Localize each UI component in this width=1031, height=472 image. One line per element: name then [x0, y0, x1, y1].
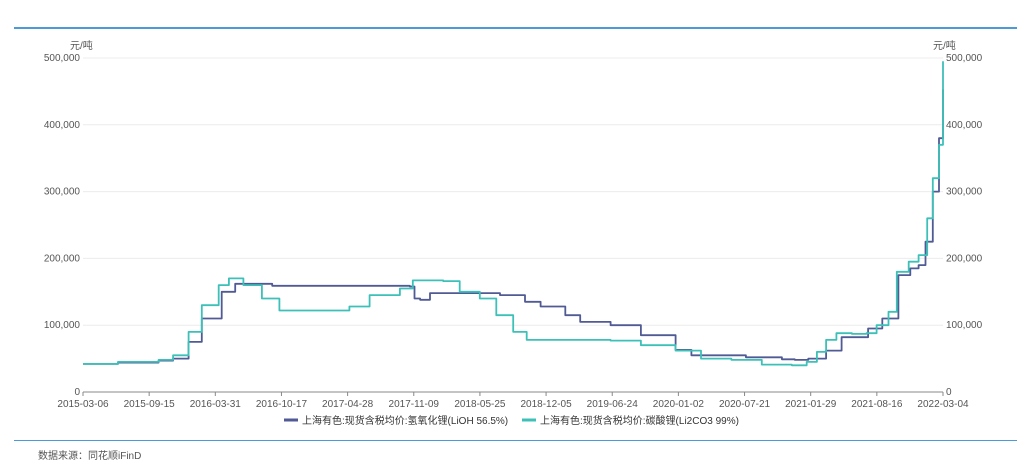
y-tick-label-right: 200,000	[946, 253, 983, 264]
line-chart: 0 0 100,000 100,000 200,000 200,000 300,000 300…	[44, 39, 983, 427]
x-tick-label: 2015-09-15	[124, 399, 176, 410]
top-rule	[14, 27, 1017, 29]
legend-label: 上海有色:现货含税均价:氢氧化锂(LiOH 56.5%)	[302, 414, 508, 427]
y-tick-label-left: 500,000	[44, 53, 81, 64]
data-source-note: 数据来源：同花顺iFinD	[38, 451, 142, 462]
y-tick-label-left: 100,000	[44, 320, 81, 331]
x-tick-label: 2016-10-17	[256, 399, 308, 410]
x-tick-label: 2018-12-05	[520, 399, 572, 410]
series-line-li2co3	[83, 61, 944, 367]
y-tick-label-left: 300,000	[44, 187, 81, 198]
y-tick-label-right: 100,000	[946, 320, 983, 331]
legend-label: 上海有色:现货含税均价:碳酸锂(Li2CO3 99%)	[540, 414, 739, 427]
bottom-rule	[14, 440, 1017, 441]
y-unit-left: 元/吨	[70, 39, 93, 52]
y-tick-label-right: 0	[946, 387, 952, 398]
y-tick-label-right: 400,000	[946, 120, 983, 131]
x-tick-label: 2015-03-06	[57, 399, 109, 410]
y-tick-label-right: 500,000	[946, 53, 983, 64]
y-tick-label-left: 200,000	[44, 253, 81, 264]
x-tick-label: 2018-05-25	[454, 399, 506, 410]
y-tick-label-right: 300,000	[946, 187, 983, 198]
x-tick-label: 2021-01-29	[785, 399, 837, 410]
x-tick-label: 2019-06-24	[587, 399, 639, 410]
x-tick-label: 2021-08-16	[851, 399, 903, 410]
y-tick-label-left: 400,000	[44, 120, 81, 131]
x-tick-label: 2017-11-09	[389, 399, 440, 410]
x-tick-label: 2020-07-21	[719, 399, 771, 410]
x-tick-label: 2020-01-02	[653, 399, 705, 410]
x-tick-label: 2022-03-04	[917, 399, 969, 410]
y-unit-right: 元/吨	[933, 39, 956, 52]
series-line-lioh	[83, 89, 944, 365]
y-tick-label-left: 0	[74, 387, 80, 398]
x-tick-label: 2017-04-28	[322, 399, 374, 410]
x-tick-label: 2016-03-31	[190, 399, 242, 410]
